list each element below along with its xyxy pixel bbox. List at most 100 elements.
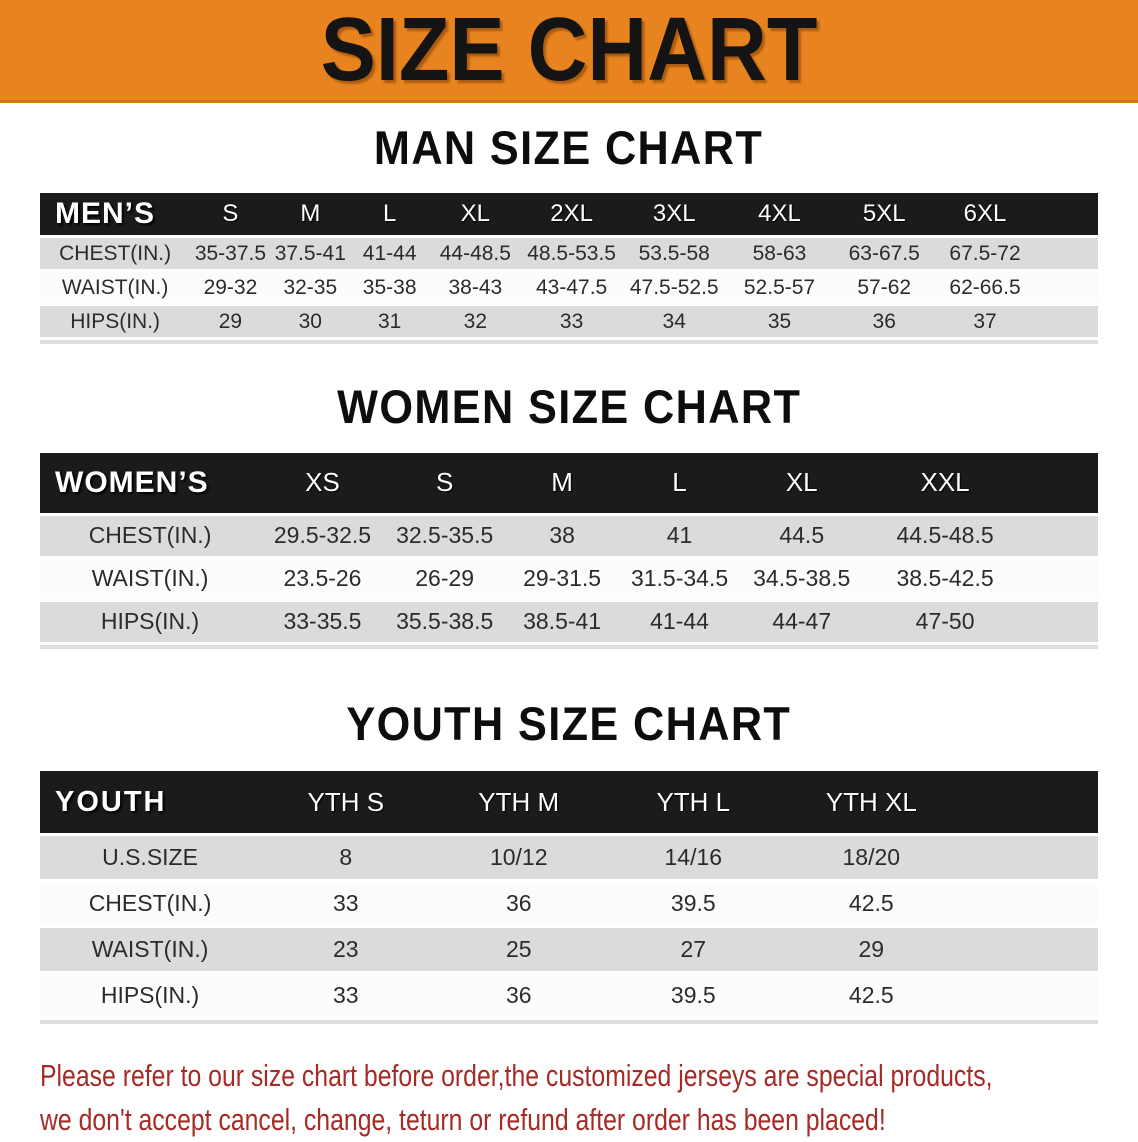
size-column-header: YTH L (606, 771, 781, 834)
cell-value: 41-44 (349, 238, 430, 270)
size-column-header: YTH M (431, 771, 607, 834)
cell-value: 32.5-35.5 (384, 515, 505, 556)
table-row: WAIST(IN.) 29-32 32-35 35-38 38-43 43-47.5 47… (40, 272, 1098, 304)
cell-value: 10/12 (431, 836, 607, 880)
cell-value: 29-31.5 (504, 558, 620, 599)
section-heading: YOUTH SIZE CHART (346, 696, 792, 750)
size-table: YOUTH YTH S YTH M YTH L YTH XL U.S.SIZE 8 10… (40, 768, 1098, 1025)
cell-value: 62-66.5 (936, 272, 1098, 304)
cell-value: 47-50 (864, 601, 1098, 642)
table-row: CHEST(IN.) 33 36 39.5 42.5 (40, 882, 1098, 926)
cell-value: 8 (260, 836, 432, 880)
cell-value: 38.5-42.5 (864, 558, 1098, 599)
section-heading: MAN SIZE CHART (374, 121, 764, 174)
cell-value: 33-35.5 (260, 601, 385, 642)
cell-value: 27 (606, 928, 781, 972)
size-column-header: YTH S (260, 771, 432, 834)
cell-value: 44.5 (739, 515, 865, 556)
table-row: HIPS(IN.) 33-35.5 35.5-38.5 38.5-41 41-44 44… (40, 601, 1098, 642)
footer-line-2: we don't accept cancel, change, teturn o… (40, 1102, 886, 1138)
table-group-label: MEN’S (40, 193, 191, 236)
cell-value: 35-37.5 (190, 238, 271, 270)
table-group-label: WOMEN’S (40, 452, 261, 513)
size-column-header: M (504, 452, 620, 513)
table-header-row: MEN’S S M L XL 2XL 3XL 4XL 5XL 6XL (40, 193, 1098, 236)
cell-value: 63-67.5 (832, 238, 937, 270)
cell-value: 31 (349, 306, 430, 338)
size-column-header: 3XL (621, 193, 727, 236)
row-label: CHEST(IN.) (40, 882, 261, 926)
row-label: U.S.SIZE (40, 836, 261, 880)
cell-value: 29 (780, 928, 1098, 972)
cell-value: 36 (832, 306, 937, 338)
row-label: WAIST(IN.) (40, 558, 261, 599)
size-column-header: XL (429, 193, 522, 236)
chart-section: YOUTH SIZE CHART YOUTH YTH S YTH M YTH L YT… (0, 696, 1138, 1025)
table-group-label: YOUTH (40, 771, 261, 834)
cell-value: 47.5-52.5 (621, 272, 727, 304)
cell-value: 39.5 (606, 882, 781, 926)
cell-value: 30 (270, 306, 350, 338)
cell-value: 36 (431, 974, 607, 1018)
footer-note: Please refer to our size chart before or… (40, 1054, 1138, 1142)
banner-title: SIZE CHART (320, 0, 818, 100)
cell-value: 32-35 (270, 272, 350, 304)
cell-value: 57-62 (832, 272, 937, 304)
size-column-header: 6XL (936, 193, 1098, 236)
row-label: HIPS(IN.) (40, 974, 261, 1018)
size-column-header: 2XL (521, 193, 622, 236)
size-column-header: XS (260, 452, 385, 513)
size-column-header: XXL (864, 452, 1098, 513)
cell-value: 29-32 (190, 272, 271, 304)
cell-value: 52.5-57 (726, 272, 833, 304)
size-chart-sections: MAN SIZE CHART MEN’S S M L XL 2XL 3XL 4XL 5XL 6X… (0, 121, 1138, 1025)
cell-value: 48.5-53.5 (521, 238, 622, 270)
table-row: U.S.SIZE 8 10/12 14/16 18/20 (40, 836, 1098, 880)
cell-value: 42.5 (780, 974, 1098, 1018)
cell-value: 31.5-34.5 (619, 558, 740, 599)
footer-line-1: Please refer to our size chart before or… (40, 1058, 993, 1094)
banner: SIZE CHART (0, 0, 1138, 103)
chart-section: MAN SIZE CHART MEN’S S M L XL 2XL 3XL 4XL 5XL 6X… (0, 121, 1138, 345)
table-header-row: WOMEN’S XS S M L XL XXL (40, 452, 1098, 513)
cell-value: 25 (431, 928, 607, 972)
size-column-header: L (349, 193, 430, 236)
size-column-header: S (384, 452, 505, 513)
cell-value: 33 (260, 974, 432, 1018)
row-label: HIPS(IN.) (40, 306, 191, 338)
cell-value: 39.5 (606, 974, 781, 1018)
cell-value: 44-47 (739, 601, 865, 642)
table-header-row: YOUTH YTH S YTH M YTH L YTH XL (40, 771, 1098, 834)
cell-value: 58-63 (726, 238, 833, 270)
table-row: WAIST(IN.) 23.5-26 26-29 29-31.5 31.5-34.5 3… (40, 558, 1098, 599)
cell-value: 37 (936, 306, 1098, 338)
table-row: HIPS(IN.) 29 30 31 32 33 34 35 36 37 (40, 306, 1098, 338)
cell-value: 34 (621, 306, 727, 338)
cell-value: 41-44 (619, 601, 740, 642)
cell-value: 67.5-72 (936, 238, 1098, 270)
section-heading: WOMEN SIZE CHART (336, 380, 802, 434)
cell-value: 14/16 (606, 836, 781, 880)
cell-value: 36 (431, 882, 607, 926)
size-column-header: 5XL (832, 193, 937, 236)
size-column-header: XL (739, 452, 865, 513)
cell-value: 38-43 (429, 272, 522, 304)
size-column-header: S (190, 193, 271, 236)
cell-value: 23.5-26 (260, 558, 385, 599)
cell-value: 43-47.5 (521, 272, 622, 304)
cell-value: 44-48.5 (429, 238, 522, 270)
cell-value: 23 (260, 928, 432, 972)
row-label: CHEST(IN.) (40, 515, 261, 556)
table-row: HIPS(IN.) 33 36 39.5 42.5 (40, 974, 1098, 1018)
size-column-header: 4XL (726, 193, 833, 236)
cell-value: 37.5-41 (270, 238, 350, 270)
cell-value: 35 (726, 306, 833, 338)
table-row: WAIST(IN.) 23 25 27 29 (40, 928, 1098, 972)
cell-value: 18/20 (780, 836, 1098, 880)
cell-value: 42.5 (780, 882, 1098, 926)
cell-value: 53.5-58 (621, 238, 727, 270)
footer-note-text: Please refer to our size chart before or… (40, 1054, 1138, 1142)
cell-value: 38 (504, 515, 620, 556)
cell-value: 29 (190, 306, 271, 338)
